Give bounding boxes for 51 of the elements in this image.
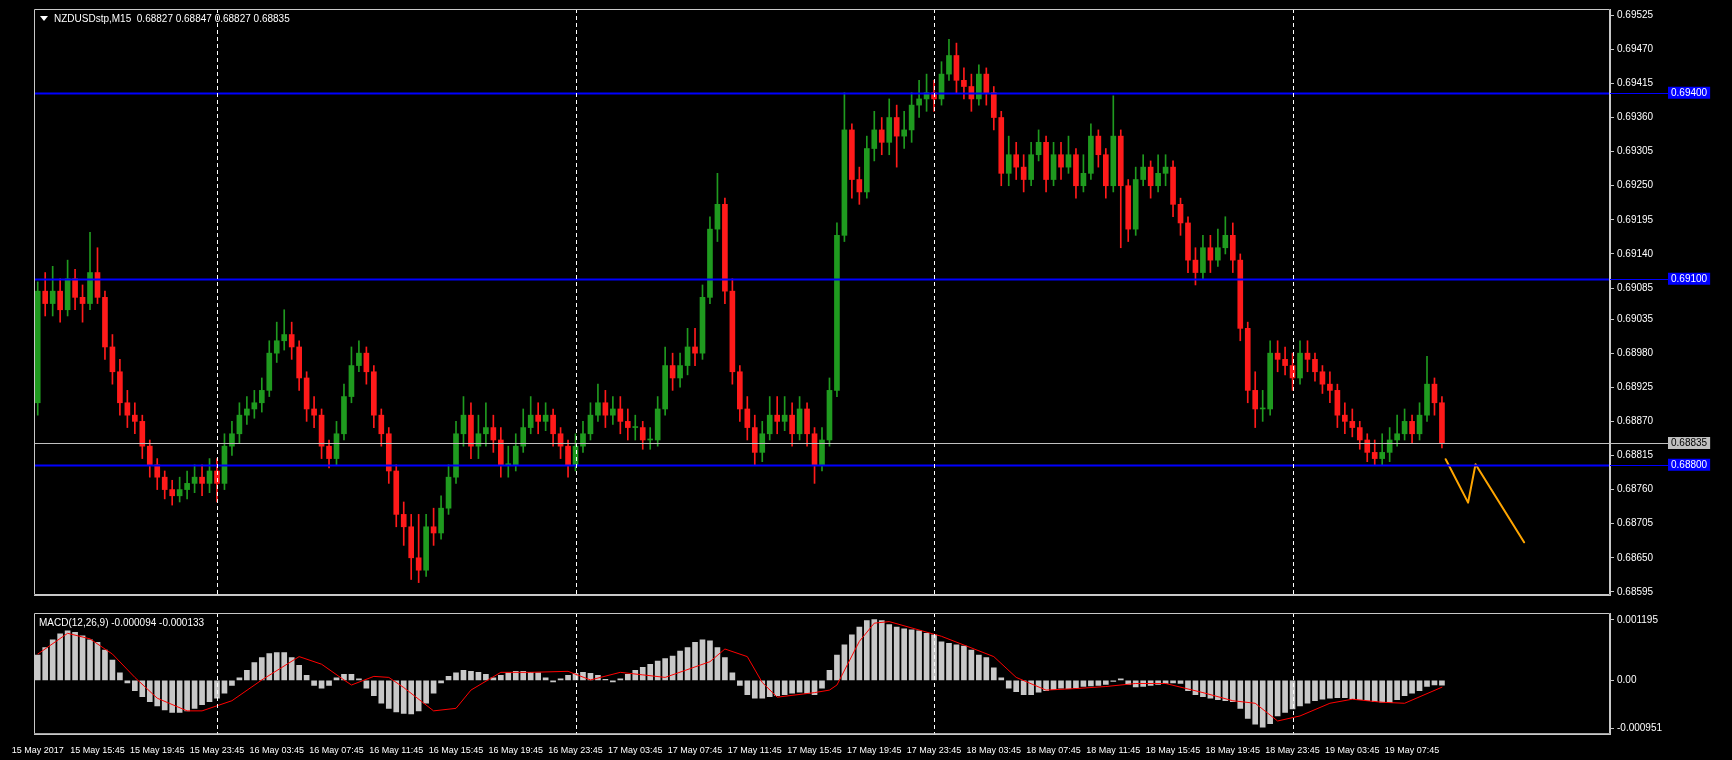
x-tick-label: 17 May 11:45 [727,745,782,756]
y-tick-label: 0.69195 [1617,213,1654,225]
y-tick-label: 0.68595 [1617,585,1654,597]
y-tick-label: -0.000951 [1617,722,1663,734]
y-tick-label: 0.69085 [1617,281,1654,293]
x-tick-label: 16 May 23:45 [548,745,603,756]
y-tick-label: 0.68980 [1617,346,1654,358]
x-tick-label: 18 May 03:45 [966,745,1022,756]
x-tick-label: 15 May 23:45 [189,745,245,756]
x-tick-label: 18 May 11:45 [1086,745,1141,756]
y-tick-label: 0.69470 [1617,43,1654,55]
ref-line-label: 0.69400 [1671,86,1708,98]
x-tick-label: 16 May 15:45 [428,745,484,756]
ref-line-label: 0.68835 [1671,437,1708,449]
x-tick-label: 18 May 07:45 [1026,745,1081,756]
y-tick-label: 0.68650 [1617,551,1654,563]
x-tick-label: 16 May 07:45 [309,745,364,756]
x-tick-label: 18 May 19:45 [1205,745,1261,756]
x-tick-label: 15 May 15:45 [70,745,125,756]
chart-title: NZDUSDstp,M15 0.68827 0.68847 0.68827 0.68835 [54,12,291,24]
x-tick-label: 16 May 03:45 [249,745,305,756]
y-tick-label: 0.00 [1617,674,1637,686]
x-tick-label: 15 May 19:45 [129,745,185,756]
ref-line-label: 0.69100 [1671,273,1708,284]
x-tick-label: 17 May 07:45 [667,745,723,756]
y-tick-label: 0.001195 [1617,613,1659,625]
y-tick-label: 0.68705 [1617,517,1654,529]
y-tick-label: 0.69305 [1617,145,1654,157]
y-tick-label: 0.69035 [1617,312,1654,324]
y-tick-label: 0.69250 [1617,179,1654,191]
x-tick-label: 15 May 2017 [11,745,64,756]
x-tick-label: 16 May 19:45 [488,745,544,756]
x-tick-label: 16 May 11:45 [369,745,424,756]
x-tick-label: 17 May 15:45 [787,745,842,756]
x-tick-label: 17 May 19:45 [847,745,902,756]
x-tick-label: 18 May 15:45 [1145,745,1201,756]
y-tick-label: 0.69525 [1617,8,1654,20]
x-tick-label: 19 May 03:45 [1325,745,1380,756]
x-tick-label: 17 May 23:45 [906,745,962,756]
ref-line-label: 0.68800 [1671,459,1708,471]
y-tick-label: 0.69360 [1617,111,1654,123]
x-tick-label: 19 May 07:45 [1384,745,1440,756]
chart-title: MACD(12,26,9) -0.000094 -0.000133 [39,616,205,628]
y-tick-label: 0.68925 [1617,381,1654,393]
x-tick-label: 18 May 23:45 [1265,745,1320,756]
x-tick-label: 17 May 03:45 [608,745,663,756]
y-tick-label: 0.68870 [1617,415,1654,427]
y-tick-label: 0.68760 [1617,483,1654,495]
y-tick-label: 0.68815 [1617,449,1654,461]
y-tick-label: 0.69140 [1617,247,1654,259]
y-tick-label: 0.69415 [1617,77,1654,89]
